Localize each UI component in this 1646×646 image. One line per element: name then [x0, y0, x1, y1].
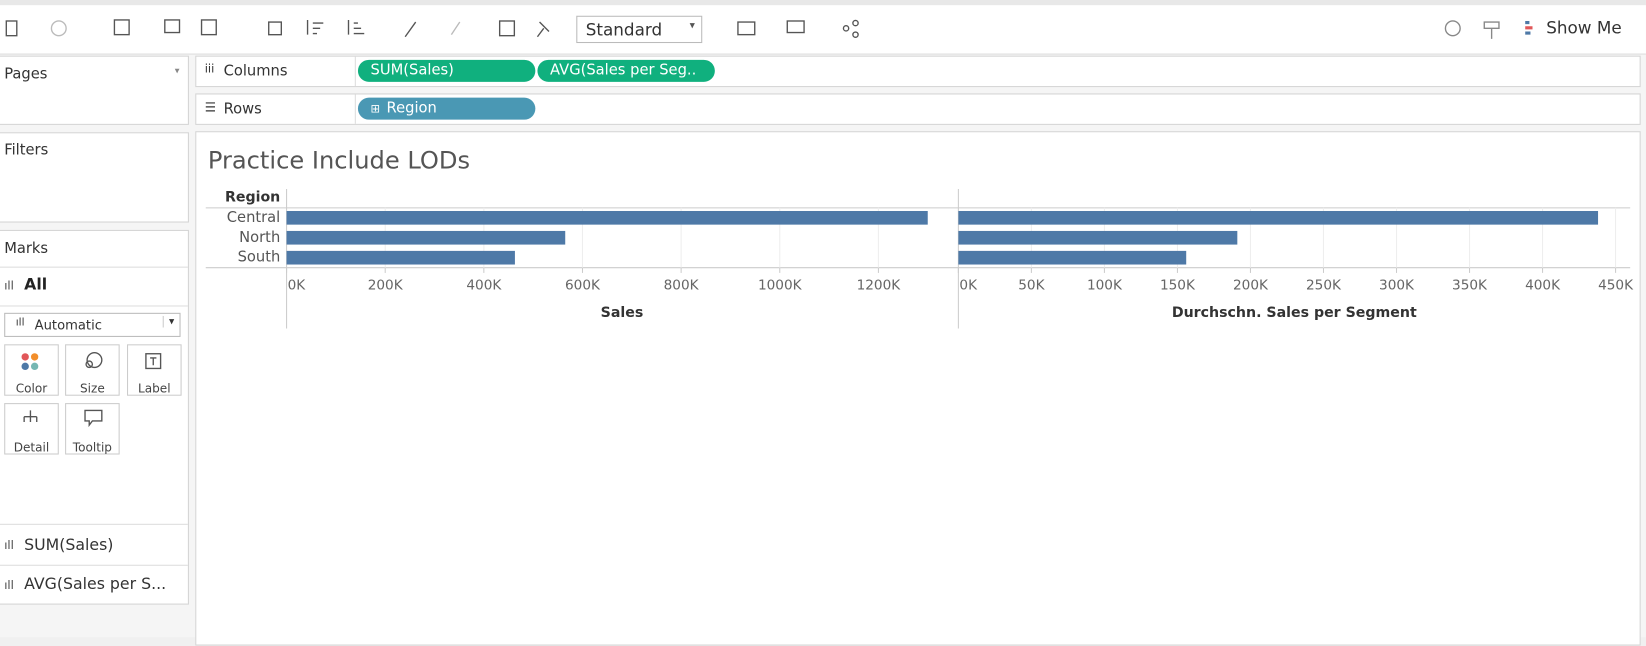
marks-card: Marks All ıll Automatic ıll ▾ Color Size L…	[0, 229, 189, 605]
row-label: Central	[227, 209, 280, 226]
color-button[interactable]: Color	[4, 344, 59, 396]
x-tick-label: 0K	[959, 278, 978, 294]
icon-group[interactable]	[450, 21, 461, 36]
x-tick-label: 350K	[1452, 278, 1488, 294]
label-button[interactable]: Label	[127, 344, 182, 396]
icon-duplicate[interactable]	[164, 19, 181, 34]
x-tick-label: 150K	[1160, 278, 1196, 294]
x-axis-title: Durchschn. Sales per Segment	[1172, 305, 1417, 321]
card-arrow[interactable]: ▾	[174, 66, 180, 77]
x-tick-label: 250K	[1306, 278, 1342, 294]
toolbar	[0, 5, 1646, 55]
icon-share[interactable]	[842, 25, 850, 32]
row-pill[interactable]: ⊞ Region	[357, 97, 536, 120]
shelf-icon: ☰	[204, 99, 216, 115]
icon-label[interactable]	[498, 20, 516, 37]
bar	[286, 230, 566, 245]
x-tick-label: 800K	[664, 278, 700, 294]
view-size: Standard	[585, 19, 663, 40]
toolbar-icons	[5, 19, 859, 38]
icon-chart[interactable]	[737, 21, 756, 36]
detail-button[interactable]: Detail	[4, 403, 59, 455]
view-size-dropdown[interactable]: Standard ▾	[576, 15, 703, 44]
show-me[interactable]: Show Me	[1546, 17, 1622, 38]
rows-label: Rows	[223, 100, 262, 118]
bar	[286, 250, 515, 265]
x-tick-label: 100K	[1087, 278, 1123, 294]
mark-type: Automatic	[34, 317, 102, 333]
bar-icon: ıll	[4, 538, 14, 553]
row-label: South	[238, 249, 281, 266]
marks-title: Marks	[4, 240, 49, 258]
mark-type-dropdown[interactable]: Automatic ıll ▾	[4, 312, 181, 337]
x-tick-label: 400K	[466, 278, 502, 294]
icon-present[interactable]	[786, 20, 805, 34]
x-tick-label: 200K	[368, 278, 404, 294]
columns-shelf: iii Columns SUM(Sales) AVG(Sales per Seg…	[195, 55, 1641, 88]
bar-icon: ıll	[4, 578, 14, 593]
worksheet-title: Practice Include LODs	[208, 147, 470, 175]
shelf-icon: iii	[204, 61, 215, 76]
row-header: Region	[225, 189, 280, 205]
icon-assistant[interactable]	[1444, 20, 1461, 37]
icon-swap[interactable]	[268, 21, 283, 36]
bar	[958, 210, 1599, 225]
icon-sort-desc[interactable]	[347, 19, 365, 35]
icon-sort-asc[interactable]	[306, 19, 324, 35]
icon-format[interactable]	[1483, 21, 1500, 39]
toolbar-right-icons	[1444, 20, 1533, 39]
bar	[958, 230, 1238, 245]
filters-title: Filters	[4, 141, 49, 159]
marks-all[interactable]: All	[24, 275, 48, 294]
x-axis-title: Sales	[601, 305, 644, 321]
x-tick-label: 300K	[1379, 278, 1415, 294]
rows-shelf: ☰ Rows ⊞ Region	[195, 93, 1641, 125]
x-tick-label: 450K	[1598, 278, 1634, 294]
icon-datasource[interactable]	[5, 20, 18, 37]
icon-clear[interactable]	[200, 19, 217, 36]
filters-card: Filters	[0, 132, 189, 223]
button-label: Tooltip	[72, 439, 112, 455]
x-tick-label: 50K	[1018, 278, 1045, 294]
tooltip-button[interactable]: Tooltip	[65, 403, 120, 455]
button-label: Color	[15, 381, 48, 396]
column-pill[interactable]: SUM(Sales)	[357, 59, 536, 82]
dropdown-arrow: ▾	[689, 19, 695, 32]
icon-new-sheet[interactable]	[113, 19, 130, 36]
button-label: Label	[138, 381, 171, 396]
bar	[958, 250, 1187, 265]
measure-pill[interactable]: SUM(Sales)	[24, 535, 114, 555]
row-label: North	[239, 229, 280, 246]
x-tick-label: 0K	[288, 278, 307, 294]
x-tick-label: 400K	[1525, 278, 1561, 294]
icon-highlight[interactable]	[404, 21, 417, 38]
bar-icon: ıll	[4, 279, 14, 293]
measure-pill[interactable]: AVG(Sales per S...	[24, 574, 167, 594]
bar	[286, 210, 928, 225]
button-icons	[21, 352, 162, 428]
row-pill-label: Region	[386, 99, 437, 117]
x-tick-label: 600K	[565, 278, 601, 294]
button-label: Detail	[13, 439, 50, 455]
x-tick-label: 1000K	[758, 278, 803, 294]
icon-pin[interactable]	[536, 21, 550, 38]
x-tick-label: 1200K	[857, 278, 902, 294]
pages-title: Pages	[4, 66, 48, 83]
column-pill[interactable]: AVG(Sales per Seg..	[537, 59, 715, 82]
button-label: Size	[79, 381, 105, 396]
columns-label: Columns	[223, 62, 288, 80]
icon-refresh[interactable]	[50, 20, 67, 37]
title-strip	[0, 0, 1646, 6]
pages-card: Pages ▾	[0, 55, 189, 125]
x-tick-label: 200K	[1233, 278, 1269, 294]
